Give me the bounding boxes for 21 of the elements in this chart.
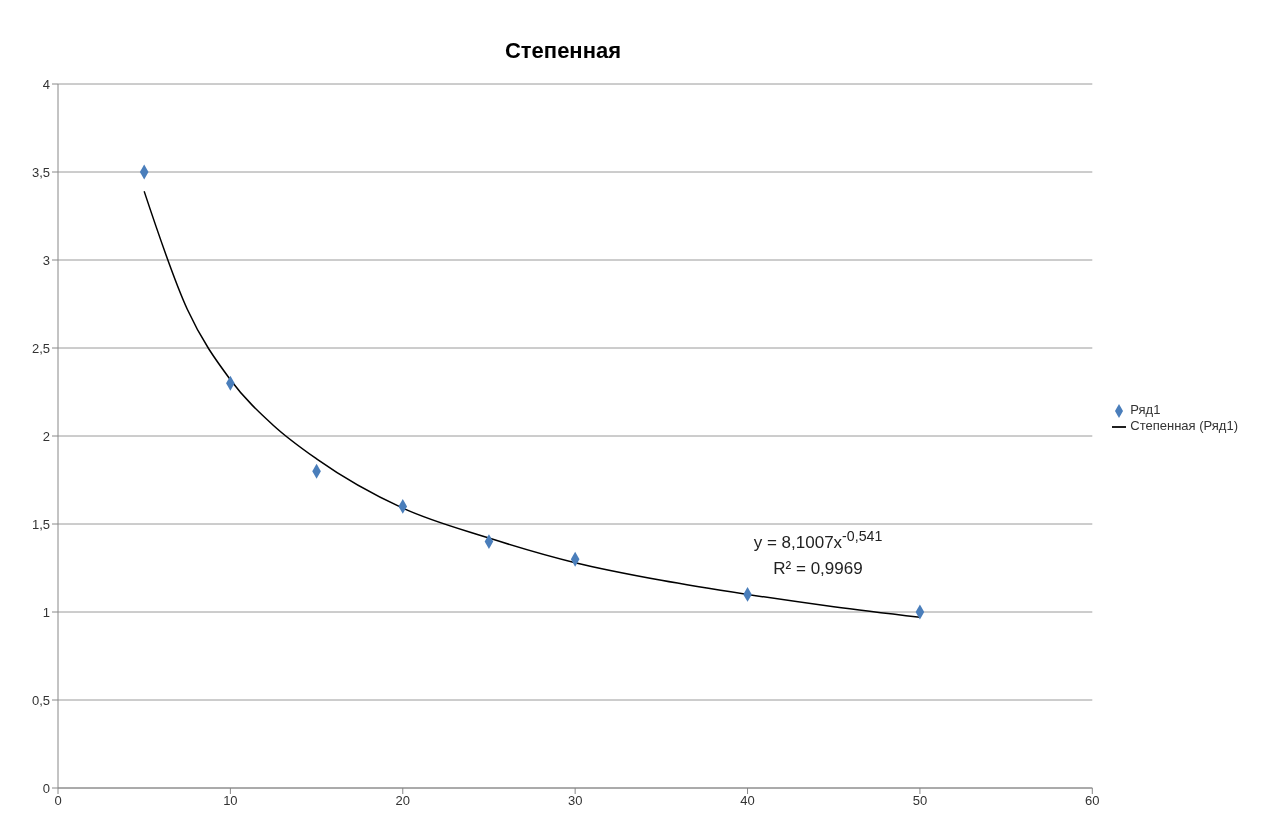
annotation: R² = 0,9969: [772, 557, 864, 580]
annotation: y = 8,1007x$^{-0,541}$: [752, 527, 884, 554]
legend-label: Ряд1: [1130, 402, 1161, 418]
chart-title: Степенная: [503, 38, 623, 64]
y-tick-label: 2: [42, 428, 50, 444]
y-tick-label: 3: [42, 252, 50, 268]
x-tick-label: 0: [54, 793, 62, 809]
x-tick-label: 30: [567, 793, 583, 809]
x-tick-label: 10: [223, 793, 238, 809]
y-tick-label: 4: [42, 76, 50, 92]
x-tick-label: 40: [740, 793, 755, 809]
x-tick-label: 20: [395, 793, 410, 809]
x-tick-label: 60: [1085, 793, 1100, 809]
y-tick-label: 0,5: [31, 692, 50, 708]
legend-label: Степенная (Ряд1): [1130, 418, 1238, 433]
x-tick-label: 50: [912, 793, 928, 809]
y-tick-label: 1: [42, 604, 50, 620]
y-tick-label: 2,5: [31, 340, 50, 356]
y-tick-label: 0: [42, 780, 50, 796]
y-tick-label: 1,5: [31, 516, 50, 532]
y-tick-label: 3,5: [31, 164, 50, 180]
